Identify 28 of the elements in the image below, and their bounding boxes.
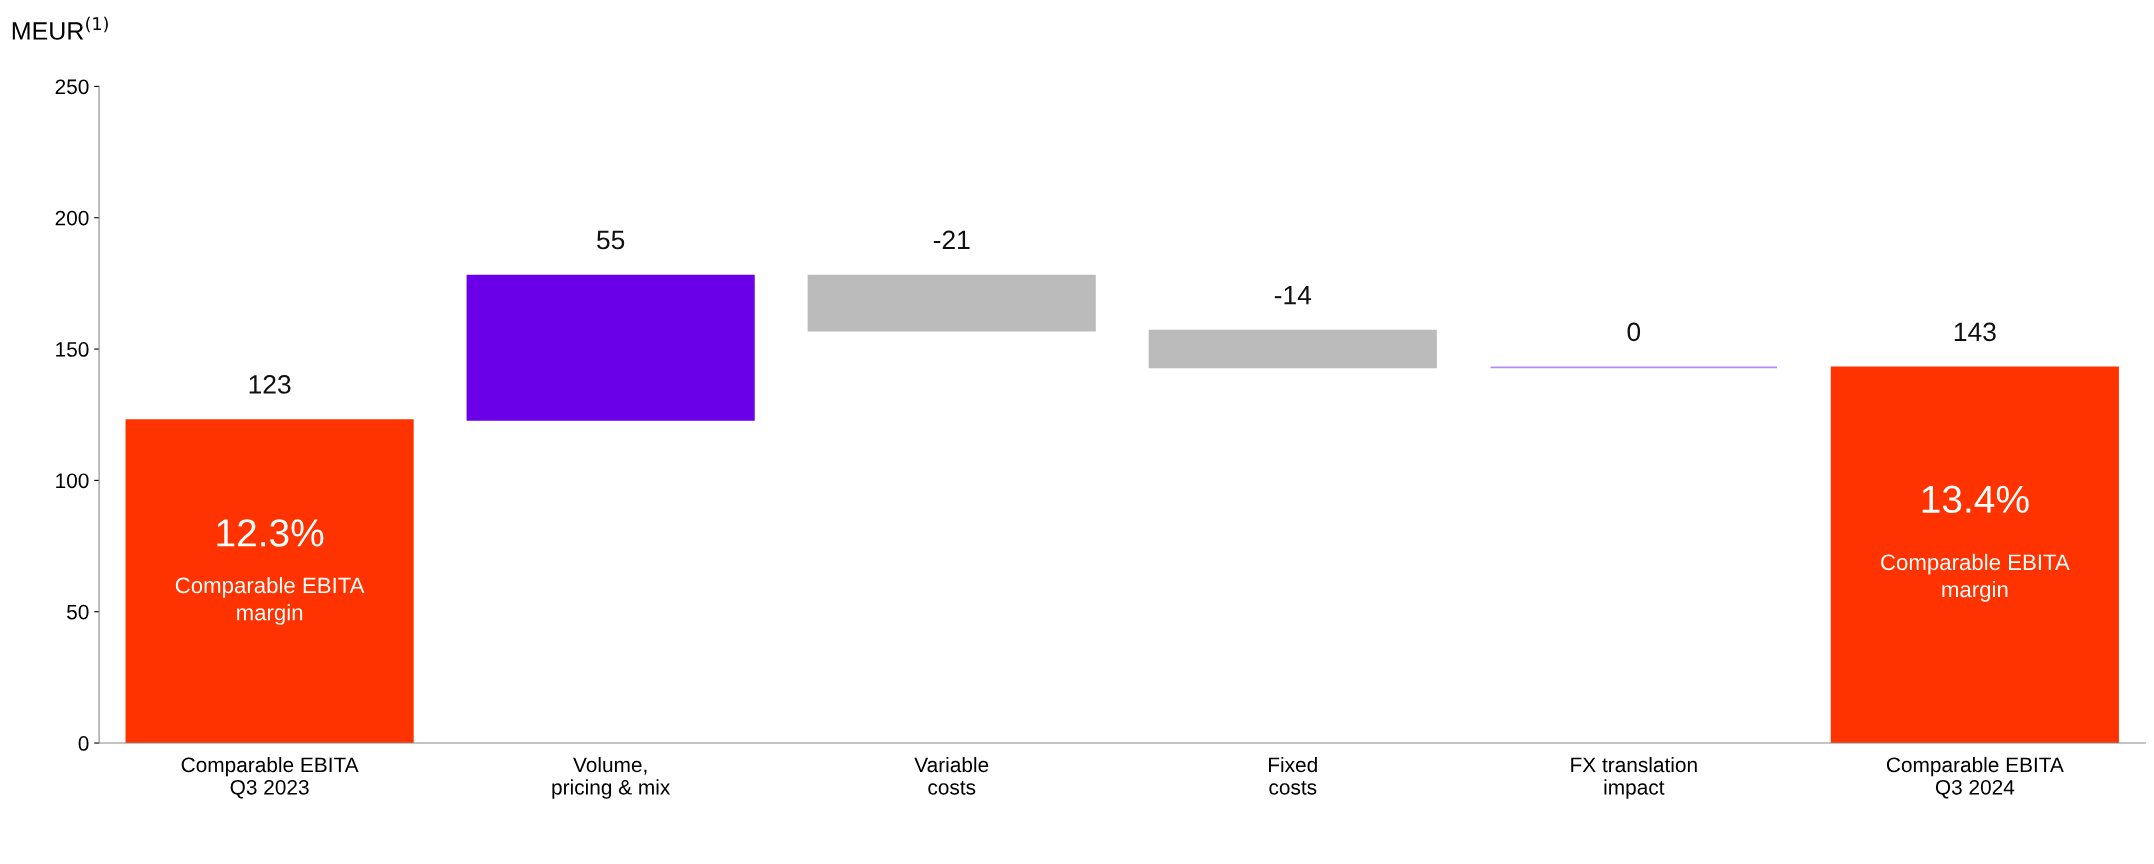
annotation: Comparable EBITA margin <box>175 576 365 625</box>
x-tick-label: Volume, pricing & mix <box>552 756 671 799</box>
x-tick-label: Comparable EBITA Q3 2024 <box>1886 756 2064 799</box>
annotation: 12.3% <box>217 519 324 547</box>
x-tick-label: FX translation impact <box>1571 756 1697 799</box>
data-label: 123 <box>249 375 291 394</box>
data-label: -21 <box>933 230 970 250</box>
y-tick-label: 0 <box>78 736 89 751</box>
y-tick-label: 100 <box>56 473 89 489</box>
y-tick-label: 250 <box>55 79 89 95</box>
x-tick-label: Variable costs <box>914 756 989 795</box>
bar <box>807 274 1096 332</box>
bar <box>466 274 755 421</box>
x-tick-label: Comparable EBITA Q3 2023 <box>181 756 359 799</box>
y-tick-label: 150 <box>56 342 89 357</box>
bar <box>125 419 414 744</box>
y-axis-title: MEUR$^{(1)}$ <box>12 16 108 40</box>
annotation: Comparable EBITA margin <box>1881 553 2070 602</box>
data-label: 143 <box>1954 322 1996 342</box>
data-label: 55 <box>597 230 625 250</box>
x-tick-label: Fixed costs <box>1269 756 1317 795</box>
annotation: 13.4% <box>1922 485 2029 514</box>
bar <box>1830 366 2119 744</box>
bar <box>1148 329 1437 369</box>
data-label: 0 <box>1627 322 1641 342</box>
y-tick-label: 200 <box>55 210 89 226</box>
data-label: -14 <box>1274 286 1312 305</box>
y-tick-label: 50 <box>67 604 89 620</box>
